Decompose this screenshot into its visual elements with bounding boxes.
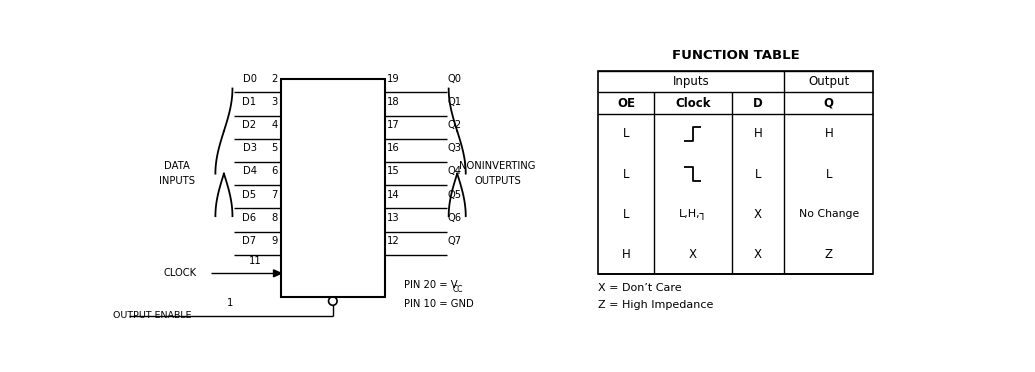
Text: Q2: Q2	[448, 120, 462, 130]
Text: Q0: Q0	[448, 74, 462, 84]
Text: DATA: DATA	[165, 161, 190, 171]
Text: D7: D7	[242, 236, 257, 246]
Text: 6: 6	[271, 166, 277, 176]
Text: 3: 3	[271, 97, 277, 107]
Text: INPUTS: INPUTS	[159, 176, 196, 186]
Text: Q4: Q4	[448, 166, 462, 176]
Text: H: H	[825, 128, 833, 141]
Text: 17: 17	[386, 120, 400, 130]
Text: D6: D6	[242, 213, 257, 223]
Text: D4: D4	[242, 166, 257, 176]
Text: L: L	[623, 167, 629, 180]
Text: Q7: Q7	[448, 236, 462, 246]
Polygon shape	[273, 270, 282, 277]
Text: Clock: Clock	[675, 97, 711, 110]
Text: X: X	[689, 248, 697, 260]
Text: Q: Q	[824, 97, 834, 110]
Text: 1: 1	[227, 298, 233, 308]
Text: X = Don’t Care: X = Don’t Care	[598, 283, 682, 293]
Text: Q6: Q6	[448, 213, 462, 223]
Text: 9: 9	[271, 236, 277, 246]
Text: H: H	[622, 248, 630, 260]
Text: L: L	[623, 208, 629, 221]
Text: OUTPUT ENABLE: OUTPUT ENABLE	[114, 311, 191, 320]
Text: L,H,┐: L,H,┐	[679, 209, 707, 219]
Text: Q5: Q5	[448, 190, 462, 199]
Text: 19: 19	[386, 74, 400, 84]
Text: No Change: No Change	[799, 209, 859, 219]
Text: Z = High Impedance: Z = High Impedance	[598, 300, 713, 310]
Bar	[598, 71, 874, 274]
Text: NONINVERTING: NONINVERTING	[460, 161, 536, 171]
Text: 15: 15	[386, 166, 400, 176]
Text: 12: 12	[386, 236, 400, 246]
Text: 13: 13	[386, 213, 400, 223]
Text: FUNCTION TABLE: FUNCTION TABLE	[672, 49, 800, 62]
Text: D: D	[753, 97, 763, 110]
Text: H: H	[753, 128, 762, 141]
Text: PIN 10 = GND: PIN 10 = GND	[405, 299, 474, 309]
Text: L: L	[826, 167, 832, 180]
Text: 5: 5	[271, 143, 277, 153]
Text: 7: 7	[271, 190, 277, 199]
Text: OE: OE	[617, 97, 635, 110]
Text: 11: 11	[248, 256, 261, 266]
Text: D3: D3	[242, 143, 257, 153]
Text: X: X	[753, 208, 762, 221]
Text: 8: 8	[271, 213, 277, 223]
Text: 4: 4	[271, 120, 277, 130]
Text: CLOCK: CLOCK	[164, 268, 197, 278]
Text: 18: 18	[386, 97, 400, 107]
Text: Q3: Q3	[448, 143, 462, 153]
Text: 2: 2	[271, 74, 277, 84]
Text: CC: CC	[453, 285, 464, 294]
Text: Z: Z	[825, 248, 833, 260]
Text: X: X	[753, 248, 762, 260]
Text: 14: 14	[386, 190, 400, 199]
Text: OUTPUTS: OUTPUTS	[474, 176, 521, 186]
Text: L: L	[623, 128, 629, 141]
Text: PIN 20 = V: PIN 20 = V	[405, 280, 459, 290]
Bar	[280, 78, 385, 297]
Text: D2: D2	[242, 120, 257, 130]
Text: Inputs: Inputs	[673, 75, 710, 88]
Text: L: L	[755, 167, 761, 180]
Text: 16: 16	[386, 143, 400, 153]
Text: D5: D5	[242, 190, 257, 199]
Text: D1: D1	[242, 97, 257, 107]
Text: Q1: Q1	[448, 97, 462, 107]
Text: D0: D0	[242, 74, 257, 84]
Text: Output: Output	[808, 75, 850, 88]
